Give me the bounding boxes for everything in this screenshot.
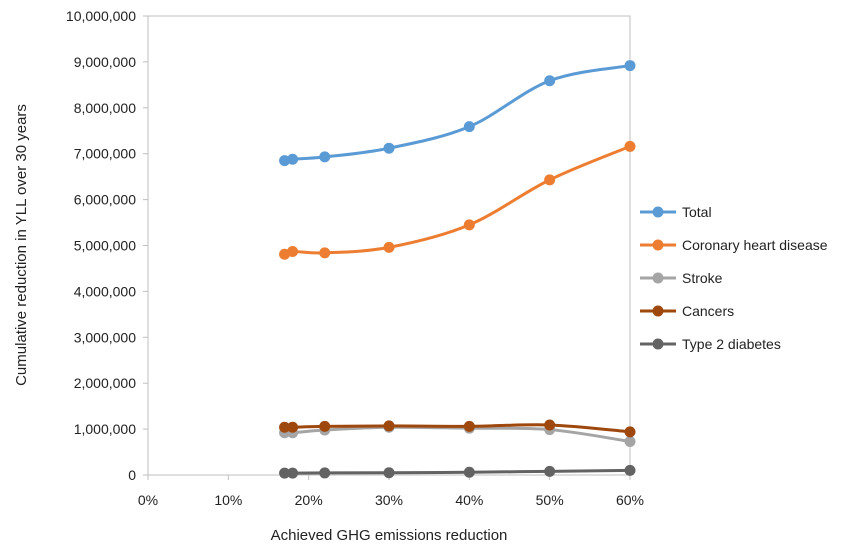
series-total <box>279 60 636 167</box>
legend-swatch-marker <box>652 305 664 317</box>
data-point-type-2-diabetes <box>624 464 636 476</box>
data-point-cancers <box>279 421 291 433</box>
data-point-type-2-diabetes <box>319 467 331 479</box>
legend-item-coronary-heart-disease: Coronary heart disease <box>640 237 828 253</box>
y-tick-label: 5,000,000 <box>74 238 136 254</box>
y-tick-label: 7,000,000 <box>74 146 136 162</box>
data-point-total <box>319 151 331 163</box>
legend-swatch-marker <box>652 206 664 218</box>
data-point-total <box>544 75 556 87</box>
x-tick-label: 60% <box>616 492 644 508</box>
data-point-coronary-heart-disease <box>319 247 331 259</box>
y-tick-label: 9,000,000 <box>74 54 136 70</box>
x-axis-ticks: 0% 10% 20% 30% 40% 50% 60% <box>138 475 644 508</box>
data-point-total <box>624 60 636 72</box>
series-line-stroke <box>283 425 632 443</box>
legend-label: Coronary heart disease <box>682 237 828 253</box>
y-tick-label: 6,000,000 <box>74 192 136 208</box>
legend-label: Stroke <box>682 270 723 286</box>
legend-swatch-marker <box>652 338 664 350</box>
legend-swatch-marker <box>652 272 664 284</box>
y-tick-label: 1,000,000 <box>74 421 136 437</box>
series-layer <box>279 60 636 479</box>
data-point-total <box>287 153 299 165</box>
data-point-cancers <box>319 420 331 432</box>
series-cancers <box>279 419 636 438</box>
data-point-cancers <box>624 426 636 438</box>
data-point-coronary-heart-disease <box>383 241 395 253</box>
data-point-cancers <box>287 421 299 433</box>
series-line-total <box>283 64 632 163</box>
x-axis-title: Achieved GHG emissions reduction <box>271 527 508 544</box>
y-tick-label: 4,000,000 <box>74 283 136 299</box>
legend: Total Coronary heart disease Stroke Cancers… <box>640 204 828 352</box>
x-tick-label: 0% <box>138 492 158 508</box>
data-point-cancers <box>383 420 395 432</box>
y-axis-ticks: 0 1,000,000 2,000,000 3,000,000 4,000,000 5,0… <box>66 8 148 483</box>
data-point-total <box>463 121 475 133</box>
data-point-cancers <box>544 419 556 431</box>
series-line-type-2-diabetes <box>283 468 632 475</box>
x-tick-label: 30% <box>375 492 403 508</box>
data-point-type-2-diabetes <box>463 466 475 478</box>
legend-label: Total <box>682 204 712 220</box>
legend-label: Type 2 diabetes <box>682 336 781 352</box>
legend-item-cancers: Cancers <box>640 303 734 319</box>
data-point-coronary-heart-disease <box>463 219 475 231</box>
data-point-coronary-heart-disease <box>544 174 556 186</box>
y-tick-label: 10,000,000 <box>66 8 136 24</box>
data-point-type-2-diabetes <box>544 465 556 477</box>
x-tick-label: 10% <box>214 492 242 508</box>
y-tick-label: 0 <box>128 467 136 483</box>
legend-swatch-marker <box>652 239 664 251</box>
series-coronary-heart-disease <box>279 140 636 260</box>
data-point-coronary-heart-disease <box>624 140 636 152</box>
x-tick-label: 40% <box>455 492 483 508</box>
y-tick-label: 3,000,000 <box>74 329 136 345</box>
legend-item-total: Total <box>640 204 712 220</box>
y-axis-title: Cumulative reduction in YLL over 30 year… <box>13 104 30 386</box>
data-point-total <box>383 142 395 154</box>
series-line-coronary-heart-disease <box>283 144 632 256</box>
data-point-cancers <box>463 420 475 432</box>
legend-item-stroke: Stroke <box>640 270 723 286</box>
y-tick-label: 2,000,000 <box>74 375 136 391</box>
legend-item-type-2-diabetes: Type 2 diabetes <box>640 336 781 352</box>
data-point-type-2-diabetes <box>287 467 299 479</box>
data-point-type-2-diabetes <box>279 467 291 479</box>
data-point-stroke <box>624 435 636 447</box>
x-tick-label: 50% <box>536 492 564 508</box>
series-type-2-diabetes <box>279 464 636 479</box>
legend-label: Cancers <box>682 303 734 319</box>
x-tick-label: 20% <box>295 492 323 508</box>
y-tick-label: 8,000,000 <box>74 100 136 116</box>
data-point-type-2-diabetes <box>383 467 395 479</box>
data-point-coronary-heart-disease <box>287 245 299 257</box>
